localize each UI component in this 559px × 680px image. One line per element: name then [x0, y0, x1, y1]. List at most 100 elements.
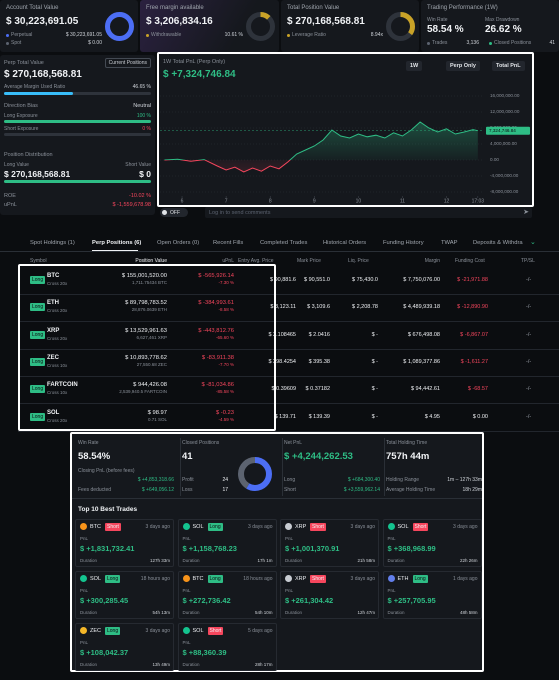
coin-icon — [182, 627, 190, 634]
tab[interactable]: Recent Fills — [213, 240, 244, 246]
tpsl: -/- — [526, 304, 532, 311]
trade-card: ZEC Long 3 days ago PnL $ +108,042.37 Duratio… — [75, 623, 174, 671]
panel-title: Perp Total Value — [4, 60, 44, 66]
row-label: Closing PnL (before fees) — [78, 468, 135, 474]
toggle-knob — [162, 210, 167, 215]
comment-toggle[interactable]: OFF — [160, 208, 188, 217]
tabs-divider — [0, 251, 559, 252]
side-badge: Long — [30, 412, 46, 421]
tab[interactable]: Funding History — [383, 240, 424, 246]
column-header: Funding Cost — [455, 258, 485, 264]
item-value: 3,136 — [466, 40, 479, 46]
symbol: FARTCOIN — [47, 382, 78, 389]
tab[interactable]: Open Orders (0) — [157, 240, 200, 246]
trade-duration: 127h 33m — [149, 558, 170, 563]
tab[interactable]: Historical Orders — [323, 240, 367, 246]
entry-price: $ 0.39609 — [271, 386, 296, 393]
duration-label: Duration — [285, 558, 303, 563]
trade-duration: 12h 47m — [357, 610, 375, 615]
item-label: Spot — [11, 40, 22, 46]
item-value: $ 30,223,691.05 — [65, 32, 102, 38]
upnl-pct: -8.58 % — [218, 307, 234, 313]
trade-time: 3 days ago — [145, 628, 170, 634]
label: Short Exposure — [4, 126, 39, 132]
duration-label: Duration — [285, 610, 303, 615]
side-badge: Short — [105, 523, 121, 531]
value: 0 % — [142, 126, 151, 132]
chart-title: 1W Total PnL (Perp Only) — [163, 59, 226, 65]
coin: ETH — [397, 576, 409, 582]
stat-label: Max Drawdown — [485, 17, 520, 23]
position-size: 6,627,461 XRP — [136, 334, 167, 340]
legend-dot — [287, 33, 290, 37]
value: $ 270,168,568.81 — [4, 169, 71, 179]
pnl-line — [164, 121, 478, 173]
row-divider — [18, 403, 559, 404]
summary-card: Total Position Value $ 270,168,568.81 Leve… — [281, 0, 419, 52]
perp-value: $ 270,168,568.81 — [4, 69, 82, 80]
position-value: $ 944,426.08 — [133, 382, 167, 389]
coin-icon — [182, 523, 190, 530]
pnl-label: PnL — [182, 640, 191, 645]
trade-card: ETH Long 1 days ago PnL $ +257,705.95 Duratio… — [382, 571, 482, 619]
trade-card: SOL Short 3 days ago PnL $ +368,968.99 Durati… — [382, 519, 482, 567]
coin: XRP — [295, 576, 307, 582]
x-tick-label: 12 — [444, 198, 450, 204]
liq-price: $ - — [371, 386, 378, 393]
highlight-outline — [18, 264, 276, 431]
stat-label: Win Rate — [78, 440, 99, 446]
card-title: Trading Performance (1W) — [427, 5, 498, 11]
mark-price: $ 3,109.6 — [307, 304, 330, 311]
trade-card: SOL Long 18 hours ago PnL $ +300,285.45 Durat… — [75, 571, 174, 619]
bar-fill — [4, 120, 151, 123]
row-value: 1m – 127h 33m — [447, 477, 482, 483]
donut — [246, 12, 275, 41]
column-header: Position Value — [135, 258, 167, 264]
donut-loss — [238, 457, 272, 491]
tab[interactable]: Spot Holdings (1) — [30, 240, 75, 246]
trade-card: XRP Short 3 days ago PnL $ +1,001,370.91 Dura… — [280, 519, 379, 567]
trade-pnl: $ +108,042.37 — [80, 648, 129, 657]
funding-cost: $ 0.00 — [472, 413, 488, 420]
row-divider — [18, 430, 559, 431]
liq-price: $ 75,430.0 — [352, 277, 378, 283]
donut-arc — [386, 12, 415, 41]
current-positions-button[interactable]: Current Positions — [104, 58, 151, 68]
tab[interactable]: Completed Trades — [260, 240, 308, 246]
chart-control[interactable]: Total PnL — [492, 61, 525, 71]
comment-input[interactable]: Log in to send comments ➤ — [205, 207, 532, 218]
section-divider — [72, 498, 482, 499]
coin-icon — [80, 523, 87, 530]
row-label: Holding Range — [386, 477, 420, 483]
trade-card: BTC Short 3 days ago PnL $ +1,831,732.41 Dura… — [75, 519, 174, 567]
duration-label: Duration — [387, 610, 405, 615]
trade-card: BTC Long 18 hours ago PnL $ +272,736.42 Durat… — [177, 571, 277, 619]
card-value: $ 3,206,834.16 — [146, 16, 213, 27]
coin: BTC — [192, 576, 204, 582]
x-tick-label: 8 — [269, 198, 272, 204]
bar-track — [4, 92, 151, 95]
side-badge: Short — [412, 523, 429, 531]
coin-icon — [80, 575, 87, 582]
x-tick-label: 10 — [356, 198, 362, 204]
label: Direction Bias — [4, 103, 38, 109]
margin: $ 4.95 — [424, 413, 440, 420]
tab[interactable]: Perp Positions (6) — [92, 240, 142, 246]
column-header: Symbol — [30, 258, 47, 264]
summary-card: Account Total Value $ 30,223,691.05 Perpet… — [0, 0, 138, 52]
chart-control[interactable]: Perp Only — [446, 61, 480, 71]
label: Position Distribution — [4, 152, 53, 158]
duration-label: Duration — [182, 558, 200, 563]
card-title: Free margin available — [146, 5, 204, 11]
tab[interactable]: TWAP — [441, 240, 458, 246]
donut-arc — [246, 12, 275, 41]
symbol: ETH — [47, 300, 59, 307]
y-tick-label: 4,000,000.00 — [490, 141, 517, 146]
trade-pnl: $ +1,001,370.91 — [285, 544, 340, 553]
upnl: $ -81,034.86 — [201, 382, 234, 389]
column-divider — [384, 438, 385, 496]
tab[interactable]: Deposits & Withdra — [473, 240, 523, 246]
side-badge: Long — [30, 385, 46, 394]
chart-control[interactable]: 1W — [406, 61, 423, 71]
funding-cost: $ -6,867.07 — [460, 331, 488, 338]
